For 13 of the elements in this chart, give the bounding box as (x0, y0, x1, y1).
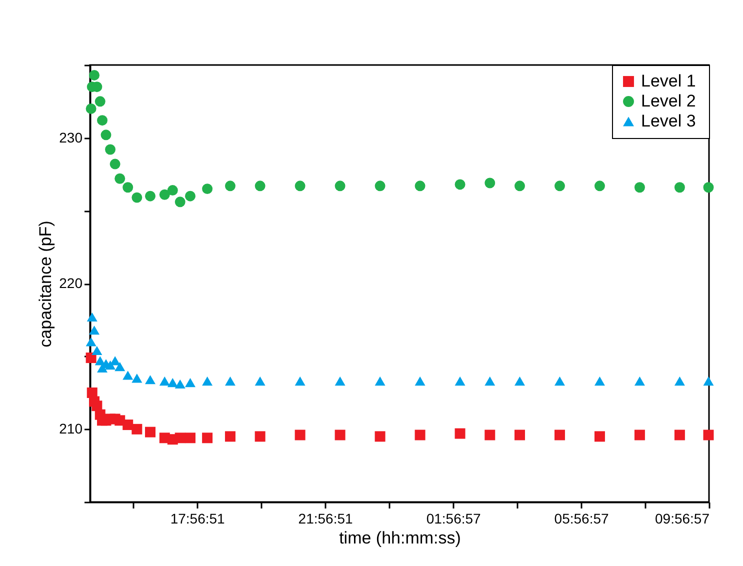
x-tick-label: 09:56:57 (655, 510, 710, 526)
y-tick-label: 230 (59, 129, 83, 146)
x-tick-label: 05:56:57 (554, 510, 609, 526)
x-axis-title: time (hh:mm:ss) (339, 528, 461, 548)
y-tick-label: 220 (59, 275, 83, 291)
legend-label: Level 2 (641, 92, 696, 110)
x-tick-label: 01:56:57 (426, 510, 482, 526)
y-axis-title: capacitance (pF) (36, 220, 56, 348)
y-tick-label: 210 (59, 420, 83, 437)
legend-label: Level 3 (641, 112, 696, 130)
x-tick-label: 17:56:51 (170, 510, 226, 526)
x-tick-label: 21:56:51 (298, 510, 354, 526)
legend-label: Level 1 (641, 72, 696, 90)
